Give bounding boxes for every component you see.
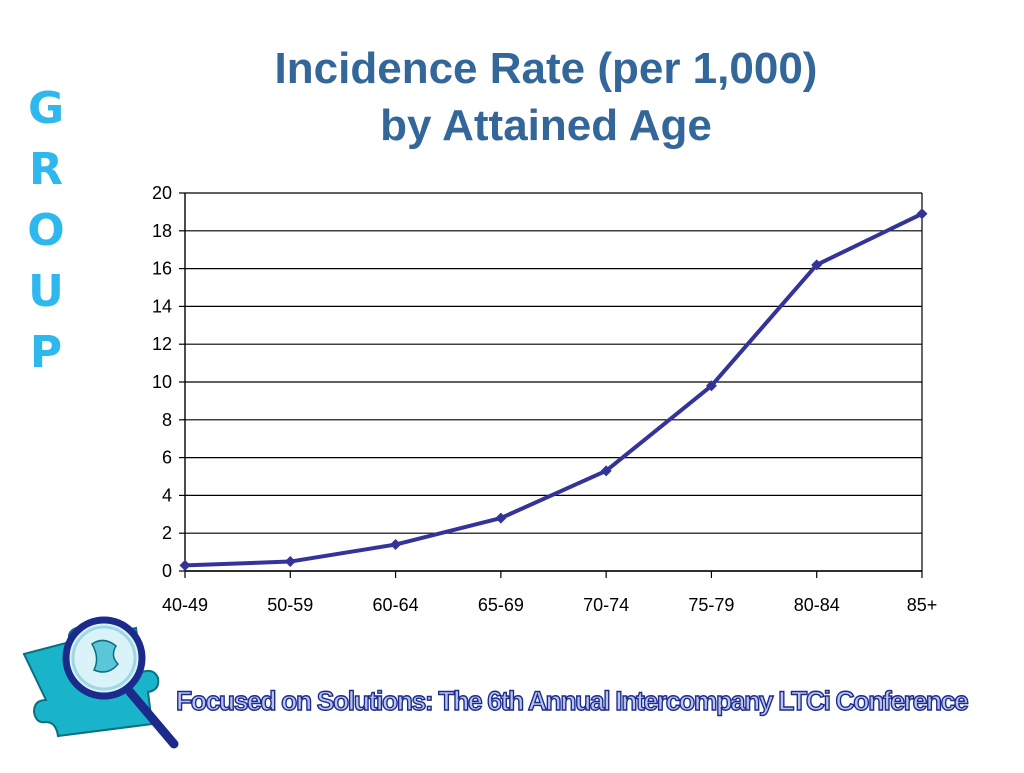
x-tick-label: 85+ [907,595,938,615]
data-point-marker [600,465,612,477]
data-markers [179,208,928,571]
data-point-marker [179,559,191,571]
y-tick-label: 6 [162,448,172,468]
data-point-marker [284,556,296,568]
series-line [184,211,923,568]
group-side-word: G R O U P [22,78,70,383]
y-tick-label: 10 [152,372,172,392]
chart-title-line2: by Attained Age [380,101,712,150]
y-tick-label: 4 [162,485,172,505]
x-tick-labels: 40-49 50-59 60-64 65-69 70-74 75-79 80-84 85+ [162,595,937,615]
data-point-marker [916,208,928,220]
chart-title: Incidence Rate (per 1,000) by Attained A… [130,40,962,154]
gridlines [185,192,922,572]
y-tick-label: 8 [162,410,172,430]
y-tick-label: 16 [152,259,172,279]
data-point-marker [811,259,823,271]
y-tick-label: 18 [152,221,172,241]
x-tick-label: 60-64 [373,595,419,615]
x-tick-label: 70-74 [583,595,629,615]
side-letter-o: O [27,205,65,256]
side-letter-g: G [27,83,65,134]
x-tick-label: 80-84 [794,595,840,615]
chart-title-line1: Incidence Rate (per 1,000) [274,44,818,93]
x-tick-label: 75-79 [688,595,734,615]
data-point-marker [705,380,717,392]
side-letter-r: R [29,144,63,195]
y-tick-label: 12 [152,334,172,354]
data-point-marker [390,539,402,551]
x-tick-label: 40-49 [162,595,208,615]
side-letter-p: P [29,327,63,378]
series [184,211,923,568]
x-tick-label: 65-69 [478,595,524,615]
y-tick-label: 2 [162,523,172,543]
y-tick-label: 20 [152,183,172,203]
y-tick-labels: 0 2 4 6 8 10 12 14 16 18 20 [152,183,172,581]
conference-banner-text: Focused on Solutions: The 6th Annual Int… [175,685,969,716]
magnifier-glass [71,625,137,691]
x-tick-label: 50-59 [267,595,313,615]
data-point-marker [495,512,507,524]
axes [179,192,923,578]
side-letter-u: U [28,266,64,317]
magnified-puzzle-detail [91,639,120,673]
magnifier-handle [125,687,179,749]
y-tick-label: 14 [152,296,172,316]
puzzle-magnifier-icon [22,616,179,749]
y-tick-label: 0 [162,561,172,581]
